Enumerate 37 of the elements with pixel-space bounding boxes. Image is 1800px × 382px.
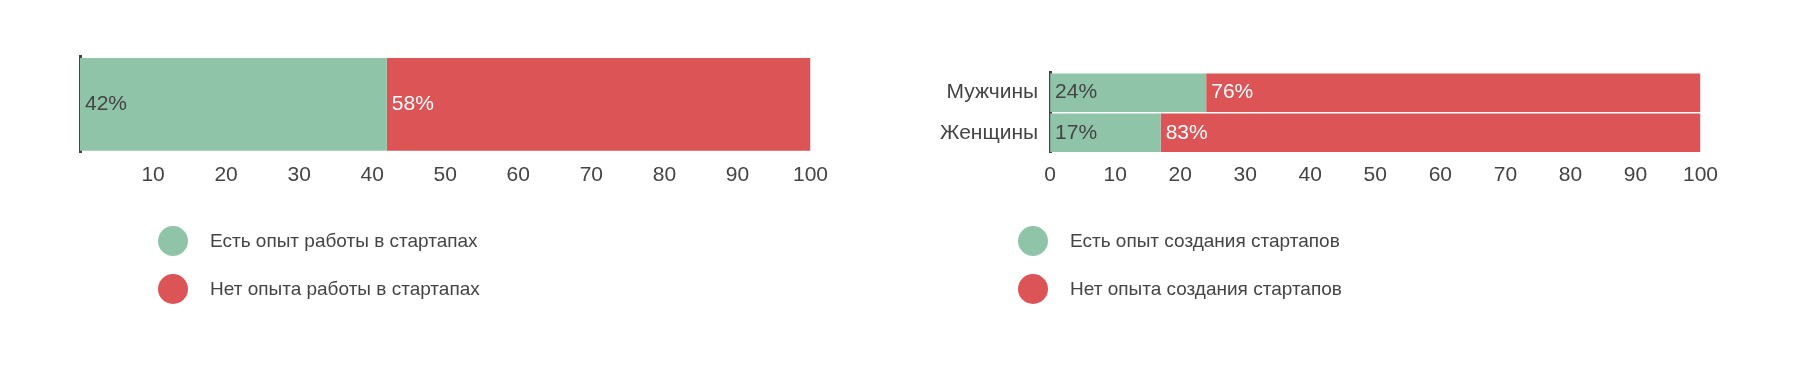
x-tick-label: 60 [506, 162, 530, 186]
x-tick-label: 80 [652, 162, 677, 186]
x-tick-label: 90 [1623, 162, 1648, 186]
data-label: 24% [1055, 79, 1098, 103]
x-tick-label: 40 [1298, 162, 1322, 186]
data-label: 76% [1211, 79, 1254, 103]
bar [1050, 113, 1161, 152]
x-tick-label: 60 [1428, 162, 1453, 186]
data-label: 42% [85, 91, 128, 115]
bar [1050, 73, 1207, 112]
y-tick-label: Мужчины [946, 79, 1039, 103]
x-tick-label: 10 [141, 162, 165, 186]
x-tick-label: 70 [1493, 162, 1518, 186]
x-tick-label: 100 [792, 162, 828, 186]
x-tick-label: 30 [287, 162, 311, 186]
legend-label: Есть опыт создания стартапов [1070, 230, 1340, 252]
x-tick-label: 20 [1168, 162, 1192, 186]
bar [1160, 113, 1701, 152]
data-label: 83% [1165, 119, 1208, 143]
bar [1206, 73, 1701, 112]
x-tick-label: 40 [360, 162, 384, 186]
x-tick-label: 80 [1558, 162, 1583, 186]
data-label: 17% [1055, 119, 1098, 143]
x-tick-label: 50 [433, 162, 457, 186]
x-tick-label: 90 [725, 162, 750, 186]
x-tick-label: 70 [579, 162, 604, 186]
x-tick-label: 0 [1044, 162, 1056, 186]
legend-label: Нет опыта создания стартапов [1070, 278, 1342, 300]
x-tick-label: 100 [1682, 162, 1718, 186]
x-tick-label: 20 [214, 162, 238, 186]
x-tick-label: 30 [1233, 162, 1257, 186]
data-label: 58% [391, 91, 434, 115]
x-tick-label: 50 [1363, 162, 1387, 186]
legend-label: Есть опыт работы в стартапах [210, 230, 478, 252]
y-tick-label: Женщины [940, 119, 1039, 143]
legend-label: Нет опыта работы в стартапах [210, 278, 480, 300]
x-tick-label: 10 [1103, 162, 1127, 186]
